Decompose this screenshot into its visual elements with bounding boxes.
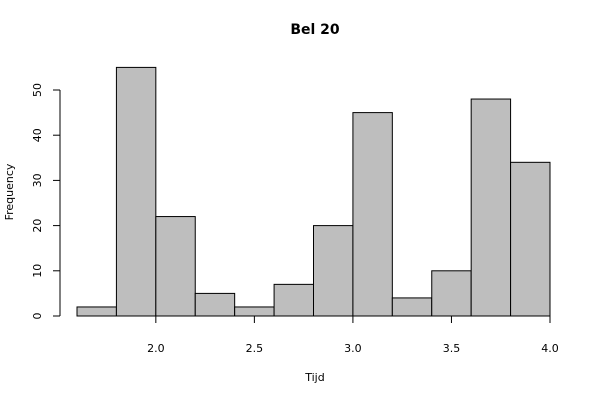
- y-tick-label: 40: [31, 128, 44, 142]
- y-tick-label: 50: [31, 83, 44, 97]
- y-tick-label: 20: [31, 219, 44, 233]
- y-axis-label: Frequency: [3, 163, 16, 220]
- bar: [115, 66, 157, 317]
- bar: [76, 306, 117, 317]
- chart-title: Bel 20: [290, 22, 340, 38]
- bar: [194, 292, 236, 317]
- x-tick-label: 3.5: [443, 342, 461, 355]
- bar: [234, 306, 275, 317]
- bar: [313, 225, 354, 317]
- y-tick-label: 0: [31, 313, 44, 320]
- x-tick-label: 4.0: [541, 342, 559, 355]
- x-tick-label: 2.5: [246, 342, 264, 355]
- x-axis-label: Tijd: [304, 371, 324, 384]
- bar: [155, 216, 196, 317]
- bar: [391, 297, 433, 317]
- bar: [510, 161, 551, 317]
- bar: [352, 112, 393, 317]
- x-tick-label: 3.0: [344, 342, 362, 355]
- y-tick-label: 30: [31, 173, 44, 187]
- x-tick-label: 2.0: [147, 342, 165, 355]
- bar: [470, 98, 512, 317]
- y-tick-label: 10: [31, 264, 44, 278]
- bar: [431, 270, 472, 317]
- bar: [273, 283, 315, 317]
